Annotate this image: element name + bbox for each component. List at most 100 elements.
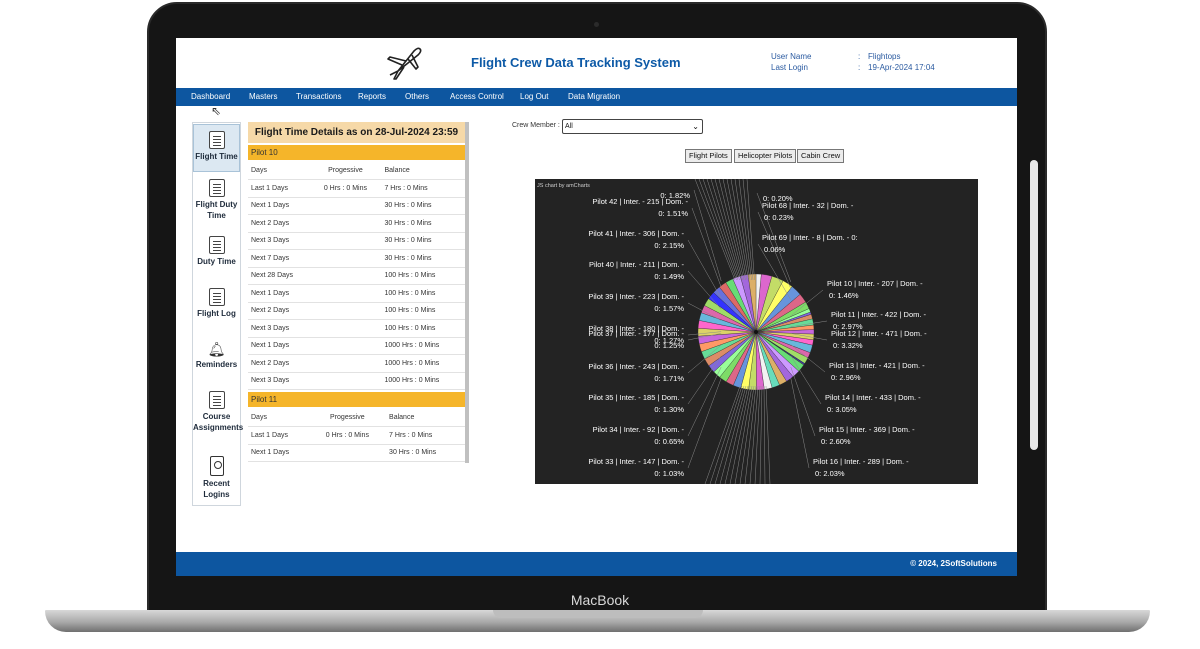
label-connector [691,207,722,288]
label-connector [734,179,751,281]
nav-transactions[interactable]: Transactions [296,92,342,101]
user-name-label: User Name [771,52,812,61]
table-cell [311,337,377,355]
sidebar-item-label: Flight Duty Time [195,200,238,220]
document-list-icon [208,131,225,149]
table-row: Next 1 Days 100 Hrs : 0 Mins [248,284,465,303]
nav-reports[interactable]: Reports [358,92,387,101]
table-cell [311,372,377,390]
nav-data-migration[interactable]: Data Migration [568,92,621,101]
sidebar-item-duty-time[interactable]: Duty Time [193,236,240,267]
label-connector [714,385,745,484]
helicopter-pilots-button[interactable]: Helicopter Pilots [734,149,797,163]
nav-access-control[interactable]: Access Control [450,92,504,101]
table-cell: 1000 Hrs : 0 Mins [376,354,465,373]
slice-label: 0: 2.97% [833,322,863,331]
pie-slice[interactable] [747,273,757,333]
slice-label: 0.06% [764,245,786,254]
label-connector [790,355,822,405]
table-cell: Next 1 Days [248,444,311,462]
sidebar-item-flight-time[interactable]: Flight Time [193,124,240,172]
flight-time-panel[interactable]: Flight Time Details as on 28-Jul-2024 23… [248,122,469,463]
slice-label: 0: 0.65% [654,437,684,446]
table-cell [310,444,382,462]
label-connector [687,333,722,341]
flight-time-table: Days Progessive Balance Last 1 Days 0 Hrs : … [248,409,465,462]
airplane-logo-icon [387,47,422,80]
label-connector [738,179,752,281]
table-cell [311,302,377,320]
table-cell: Next 28 Days [248,267,312,285]
label-connector [722,179,746,281]
label-connector [726,179,748,281]
cabin-crew-button[interactable]: Cabin Crew [797,149,845,163]
slice-label: Pilot 14 | Inter. - 433 | Dom. - [825,393,921,402]
label-connector [687,331,722,336]
label-connector [763,385,766,484]
chevron-down-icon: ⌄ [692,122,699,131]
separator: : [858,52,861,61]
sidebar-item-flight-log[interactable]: Flight Log [193,288,240,319]
pilot-sections: Pilot 10 Days Progessive Balance Last 1 Days… [248,145,465,462]
sidebar-item-recent-logins[interactable]: Recent Logins [193,456,240,500]
sidebar-item-flight-duty-time[interactable]: Flight Duty Time [193,179,240,221]
laptop-edge [1030,160,1038,450]
crew-member-select[interactable]: All ⌄ [562,119,703,134]
slice-label: 0: 1.03% [654,469,684,478]
table-row: Next 7 Days 30 Hrs : 0 Mins [248,249,465,268]
table-row: Last 1 Days 0 Hrs : 0 Mins 7 Hrs : 0 Mins [248,179,465,198]
label-connector [687,366,722,437]
last-login-value: 19-Apr-2024 17:04 [868,63,935,72]
document-list-icon [208,236,225,254]
table-cell: Last 1 Days [248,426,311,445]
label-connector [734,385,753,484]
app-footer: © 2024, 2SoftSolutions [176,552,1017,576]
slice-label: 0: 1.30% [654,405,684,414]
chart-credit[interactable]: JS chart by amCharts [537,183,590,189]
slice-label: 0: 1.71% [654,374,684,383]
app-title: Flight Crew Data Tracking System [471,55,681,70]
table-cell: Next 1 Days [248,337,312,355]
label-connector [790,378,810,469]
column-header: Days [248,162,312,180]
sidebar-item-label: Duty Time [197,257,236,266]
nav-log-out[interactable]: Log Out [520,92,549,101]
device-brand: MacBook [570,592,630,608]
sidebar-item-label: Reminders [195,360,238,369]
user-info: User Name : Flightops Last Login : 19-Ap… [771,51,935,73]
flight-pilots-button[interactable]: Flight Pilots [685,149,732,163]
table-row: Next 1 Days 30 Hrs : 0 Mins [248,444,465,462]
slice-label: 0: 1.25% [654,341,684,350]
slice-label: Pilot 12 | Inter. - 471 | Dom. - [831,329,927,338]
table-cell: Next 2 Days [248,302,312,320]
app-screen: Flight Crew Data Tracking System User Na… [176,38,1017,576]
sidebar-item-label: Recent Logins [203,479,230,499]
slice-label: Pilot 16 | Inter. - 289 | Dom. - [813,457,909,466]
slice-label: Pilot 15 | Inter. - 369 | Dom. - [819,425,915,434]
slice-label: Pilot 40 | Inter. - 211 | Dom. - [589,260,685,269]
sidebar-item-course-assignments[interactable]: Course Assignments [193,391,243,433]
nav-masters[interactable]: Masters [249,92,278,101]
nav-dashboard[interactable]: Dashboard [191,92,231,101]
slice-label: Pilot 11 | Inter. - 422 | Dom. - [831,310,927,319]
table-cell [311,214,377,233]
label-connector [719,385,747,484]
label-connector [756,192,792,283]
table-row: Next 1 Days 1000 Hrs : 0 Mins [248,337,465,355]
mouse-cursor-icon: ⇖ [211,104,222,118]
label-connector [739,385,755,484]
label-connector [687,344,722,374]
label-connector [714,179,743,281]
sidebar-item-label: Flight Time [195,152,238,161]
copyright-text: © 2024, 2SoftSolutions [910,559,997,568]
slice-label: 0: 1.49% [654,272,684,281]
label-connector [754,385,761,484]
table-cell: 1000 Hrs : 0 Mins [376,337,465,355]
label-connector [757,243,792,300]
app-header: Flight Crew Data Tracking System User Na… [176,38,1017,88]
table-cell: 30 Hrs : 0 Mins [376,214,465,233]
sidebar-item-reminders[interactable]: 🔔︎ Reminders [193,341,240,370]
slice-label: 0: 2.60% [821,437,851,446]
table-cell [311,319,377,338]
nav-others[interactable]: Others [405,92,430,101]
